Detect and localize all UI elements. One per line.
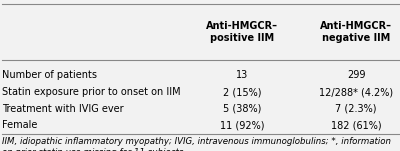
Text: 11 (92%): 11 (92%): [220, 120, 264, 130]
Text: on prior statin use missing for 11 subjects.: on prior statin use missing for 11 subje…: [2, 148, 186, 151]
Text: 5 (38%): 5 (38%): [223, 104, 261, 114]
Text: Female: Female: [2, 120, 37, 130]
Text: IIM, idiopathic inflammatory myopathy; IVIG, intravenous immunoglobulins; *, inf: IIM, idiopathic inflammatory myopathy; I…: [2, 137, 391, 146]
Text: 12/288* (4.2%): 12/288* (4.2%): [319, 87, 393, 97]
Text: 7 (2.3%): 7 (2.3%): [335, 104, 377, 114]
Text: 2 (15%): 2 (15%): [223, 87, 261, 97]
Text: 182 (61%): 182 (61%): [331, 120, 381, 130]
Text: 13: 13: [236, 71, 248, 80]
Text: Anti-HMGCR–
positive IIM: Anti-HMGCR– positive IIM: [206, 21, 278, 43]
Text: Anti-HMGCR–
negative IIM: Anti-HMGCR– negative IIM: [320, 21, 392, 43]
Text: Statin exposure prior to onset on IIM: Statin exposure prior to onset on IIM: [2, 87, 181, 97]
Text: Number of patients: Number of patients: [2, 71, 97, 80]
Text: Treatment with IVIG ever: Treatment with IVIG ever: [2, 104, 124, 114]
Text: 299: 299: [347, 71, 365, 80]
